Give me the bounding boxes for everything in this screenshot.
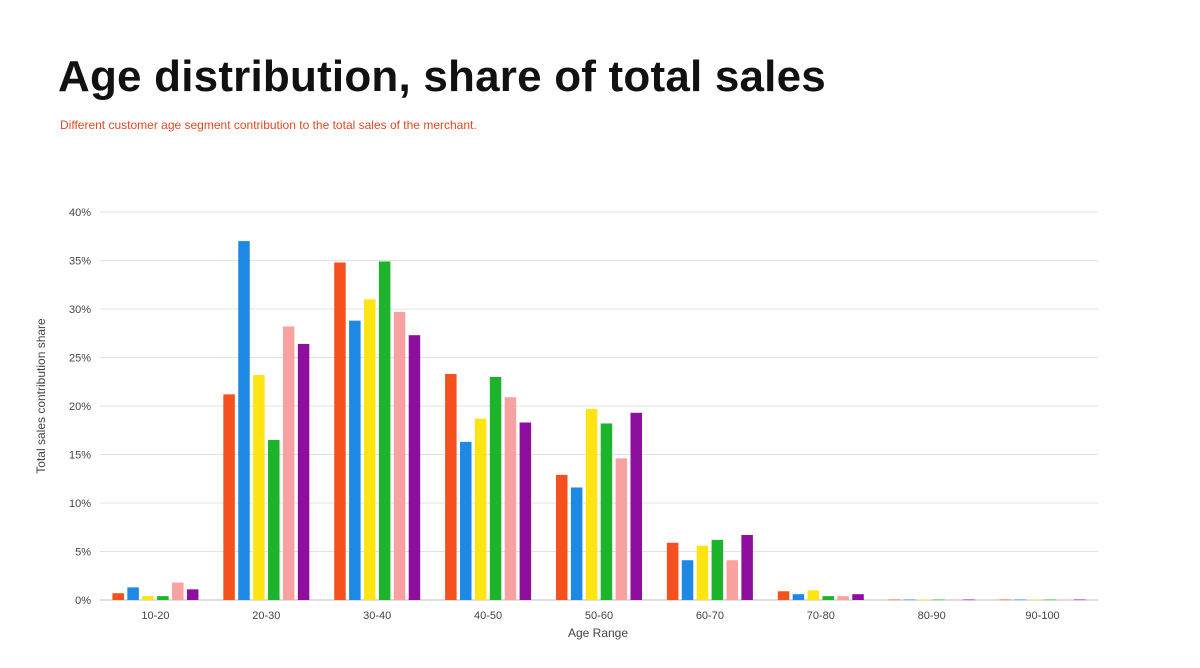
bar-90-100-series-6: [1074, 599, 1086, 601]
bar-40-50-series-6: [519, 422, 532, 600]
bar-60-70-series-1: [666, 542, 679, 600]
x-tick-label: 80-90: [918, 610, 946, 622]
bar-30-40-series-5: [393, 311, 406, 600]
bar-60-70-series-3: [696, 545, 709, 600]
chart-title: Age distribution, share of total sales: [58, 52, 826, 101]
x-tick-label: 30-40: [363, 610, 391, 622]
bar-80-90-series-6: [963, 599, 975, 601]
chart-subtitle: Different customer age segment contribut…: [60, 118, 477, 132]
bar-60-70-series-4: [711, 539, 724, 600]
bar-80-90-series-3: [918, 599, 930, 601]
bar-30-40-series-4: [378, 261, 391, 600]
x-axis-title: Age Range: [568, 626, 628, 640]
bar-30-40-series-1: [334, 262, 346, 600]
bar-50-60-series-5: [615, 458, 628, 600]
bar-80-90-series-1: [888, 599, 901, 601]
bar-70-80-series-6: [852, 594, 864, 600]
bar-20-30-series-4: [268, 439, 280, 600]
y-tick-label: 5%: [75, 547, 91, 559]
bar-series: [112, 241, 1086, 601]
bar-70-80-series-2: [792, 594, 805, 600]
y-tick-label: 25%: [69, 353, 91, 365]
bar-10-20-series-3: [142, 596, 154, 600]
bar-70-80-series-5: [837, 596, 849, 600]
bar-50-60-series-2: [570, 487, 583, 600]
bar-10-20-series-4: [157, 596, 169, 600]
bar-50-60-series-1: [556, 474, 568, 600]
bar-40-50-series-4: [489, 376, 502, 600]
bar-50-60-series-3: [585, 408, 598, 600]
y-tick-label: 10%: [69, 498, 91, 510]
bar-20-30-series-6: [297, 343, 310, 600]
gridlines: [100, 211, 1098, 601]
bar-10-20-series-5: [172, 582, 184, 600]
y-tick-label: 35%: [69, 256, 91, 268]
bar-30-40-series-6: [408, 335, 421, 600]
bar-20-30-series-3: [253, 374, 265, 600]
bar-20-30-series-5: [282, 326, 295, 600]
bar-90-100-series-2: [1014, 599, 1026, 601]
bar-20-30-series-1: [223, 394, 235, 600]
bar-90-100-series-3: [1029, 599, 1041, 601]
y-tick-label: 15%: [69, 450, 91, 462]
y-axis-title: Total sales contribution share: [34, 318, 48, 474]
bar-20-30-series-2: [238, 241, 250, 600]
bar-40-50-series-2: [460, 441, 472, 600]
bar-30-40-series-2: [349, 320, 361, 600]
y-tick-label: 0%: [75, 595, 91, 607]
y-tick-label: 40%: [69, 207, 91, 219]
y-tick-label: 30%: [69, 304, 91, 316]
bar-50-60-series-6: [630, 412, 642, 600]
bar-60-70-series-2: [681, 560, 694, 600]
bar-40-50-series-5: [504, 397, 517, 600]
x-axis-ticks: 10-20 20-30 30-40 40-50 50-60 60-70 70-80 80-90…: [141, 610, 1059, 622]
bar-80-90-series-5: [948, 599, 960, 601]
bar-10-20-series-1: [112, 593, 124, 600]
y-axis-ticks: 0% 5% 10% 15% 20% 25% 30% 35% 40%: [69, 207, 91, 607]
x-tick-label: 10-20: [141, 610, 169, 622]
bar-10-20-series-6: [186, 589, 199, 600]
bar-70-80-series-1: [777, 591, 790, 600]
bar-90-100-series-1: [999, 599, 1012, 601]
x-tick-label: 20-30: [252, 610, 280, 622]
x-tick-label: 70-80: [807, 610, 835, 622]
bar-80-90-series-4: [933, 599, 945, 601]
bar-90-100-series-4: [1044, 599, 1056, 601]
bar-10-20-series-2: [127, 587, 139, 600]
bar-90-100-series-5: [1059, 599, 1071, 601]
x-tick-label: 40-50: [474, 610, 502, 622]
bar-40-50-series-1: [445, 373, 457, 600]
bar-80-90-series-2: [903, 599, 916, 601]
bar-70-80-series-4: [822, 596, 834, 600]
x-tick-label: 60-70: [696, 610, 724, 622]
bar-40-50-series-3: [474, 418, 487, 600]
x-tick-label: 90-100: [1025, 610, 1059, 622]
y-tick-label: 20%: [69, 401, 91, 413]
bar-70-80-series-3: [807, 590, 820, 600]
bar-60-70-series-6: [741, 535, 753, 600]
bar-50-60-series-4: [600, 423, 613, 600]
x-tick-label: 50-60: [585, 610, 613, 622]
bar-60-70-series-5: [726, 560, 738, 600]
bar-30-40-series-3: [364, 299, 376, 600]
